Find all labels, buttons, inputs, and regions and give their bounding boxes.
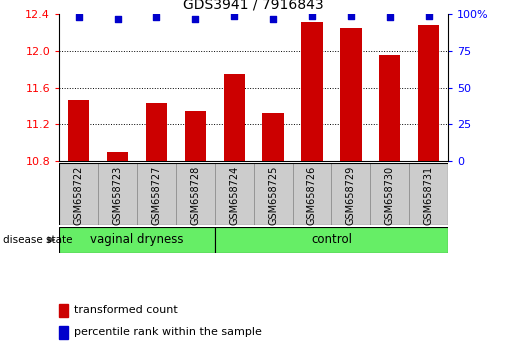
Point — [269, 16, 277, 21]
Point — [386, 14, 394, 20]
Text: GSM658724: GSM658724 — [229, 166, 239, 225]
Bar — [98, 163, 137, 225]
Text: GSM658728: GSM658728 — [191, 166, 200, 225]
Title: GDS3941 / 7916843: GDS3941 / 7916843 — [183, 0, 324, 12]
Text: GSM658727: GSM658727 — [151, 166, 161, 225]
Bar — [59, 326, 68, 339]
Bar — [68, 99, 90, 161]
Text: GSM658726: GSM658726 — [307, 166, 317, 225]
Bar — [332, 163, 370, 225]
Bar — [418, 25, 439, 161]
Text: GSM658729: GSM658729 — [346, 166, 356, 225]
Bar — [59, 227, 215, 253]
Bar — [409, 163, 448, 225]
Point — [191, 16, 199, 21]
Bar — [224, 74, 245, 161]
Bar — [215, 163, 253, 225]
Bar — [184, 110, 206, 161]
Point — [308, 13, 316, 18]
Bar — [253, 163, 293, 225]
Bar — [137, 163, 176, 225]
Text: control: control — [311, 233, 352, 246]
Text: disease state: disease state — [3, 235, 72, 245]
Text: GSM658730: GSM658730 — [385, 166, 394, 225]
Bar — [293, 163, 332, 225]
Bar — [107, 152, 128, 161]
Bar — [370, 163, 409, 225]
Point — [347, 13, 355, 18]
Bar — [379, 56, 401, 161]
Bar — [301, 22, 323, 161]
Text: GSM658725: GSM658725 — [268, 166, 278, 225]
Text: vaginal dryness: vaginal dryness — [90, 233, 184, 246]
Bar — [59, 304, 68, 317]
Point — [152, 14, 161, 20]
Text: GSM658722: GSM658722 — [74, 166, 83, 225]
Text: percentile rank within the sample: percentile rank within the sample — [74, 327, 262, 337]
Point — [113, 16, 122, 21]
Bar — [340, 28, 362, 161]
Bar — [262, 113, 284, 161]
Bar — [176, 163, 215, 225]
Bar — [146, 103, 167, 161]
Text: GSM658731: GSM658731 — [424, 166, 434, 225]
Point — [75, 14, 83, 20]
Point — [424, 13, 433, 18]
Bar — [215, 227, 448, 253]
Point — [230, 13, 238, 18]
Bar — [59, 163, 98, 225]
Text: GSM658723: GSM658723 — [113, 166, 123, 225]
Text: transformed count: transformed count — [74, 305, 177, 315]
